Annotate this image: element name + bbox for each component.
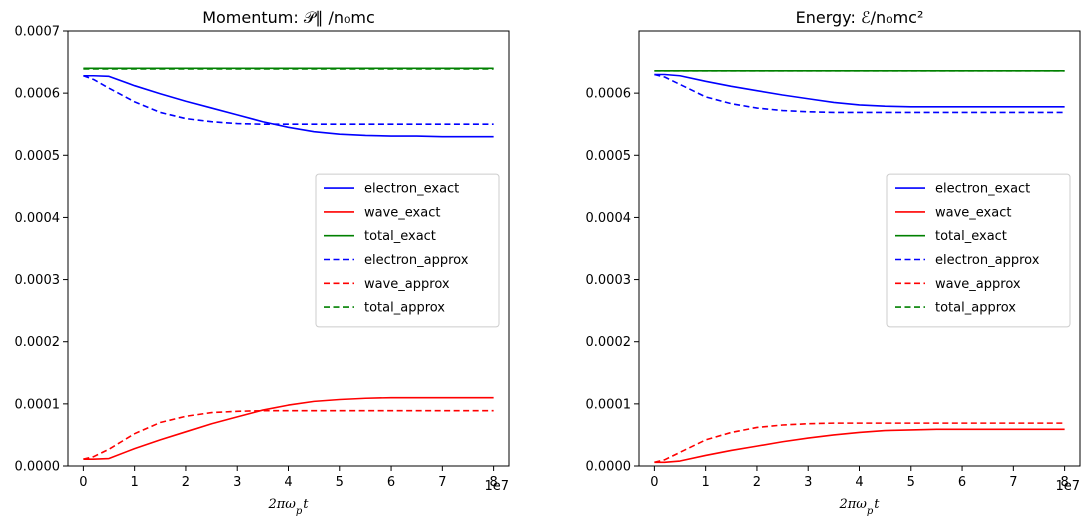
legend-label: total_approx bbox=[935, 301, 1016, 316]
chart-panel-1: Momentum: 𝒫∥ /n₀mc 0 1 2 3 4 5 6 7 8 0.0000 0.0001 0… bbox=[15, 8, 510, 517]
y-tick-label: 0.0002 bbox=[15, 335, 61, 350]
y-tick-label: 0.0007 bbox=[15, 25, 61, 40]
legend-label: total_exact bbox=[364, 229, 436, 244]
x-tick-label: 8 bbox=[489, 475, 497, 490]
chart-title: Energy: ℰ/n₀mc² bbox=[796, 8, 924, 27]
x-tick-label: 4 bbox=[284, 475, 292, 490]
series-line-electron-approx bbox=[654, 73, 1065, 114]
series-line-wave-exact bbox=[654, 428, 1065, 464]
x-tick-label: 1 bbox=[702, 475, 710, 490]
y-tick-label: 0.0000 bbox=[586, 460, 632, 475]
x-tick-label: 6 bbox=[387, 475, 395, 490]
y-tick-label: 0.0000 bbox=[15, 460, 61, 475]
y-tick-label: 0.0005 bbox=[586, 149, 632, 164]
x-tick-label: 2 bbox=[182, 475, 190, 490]
legend-label: wave_exact bbox=[364, 205, 440, 220]
x-tick-label: 3 bbox=[804, 475, 812, 490]
y-tick-label: 0.0004 bbox=[586, 211, 632, 226]
legend-label: total_approx bbox=[364, 301, 445, 316]
y-tick-label: 0.0003 bbox=[586, 273, 632, 288]
series-line-wave-exact bbox=[83, 396, 494, 460]
y-tick-label: 0.0001 bbox=[15, 397, 61, 412]
y-tick-label: 0.0005 bbox=[15, 149, 61, 164]
x-tick-label: 4 bbox=[855, 475, 863, 490]
series-line-electron-exact bbox=[654, 73, 1065, 108]
series-line-electron-approx bbox=[83, 74, 494, 126]
x-tick-label: 7 bbox=[1009, 475, 1017, 490]
x-tick-label: 7 bbox=[438, 475, 446, 490]
x-axis-label: 2πωpt bbox=[267, 497, 309, 517]
x-tick-label: 0 bbox=[79, 475, 87, 490]
legend-label: electron_approx bbox=[364, 253, 469, 268]
series-line-wave-approx bbox=[654, 422, 1065, 464]
legend-label: wave_approx bbox=[935, 277, 1021, 292]
y-tick-label: 0.0002 bbox=[586, 335, 632, 350]
legend-box bbox=[315, 173, 500, 328]
x-tick-label: 8 bbox=[1060, 475, 1068, 490]
x-tick-label: 1 bbox=[131, 475, 139, 490]
legend-label: electron_exact bbox=[364, 182, 459, 197]
x-tick-label: 5 bbox=[907, 475, 915, 490]
legend-label: wave_approx bbox=[364, 277, 450, 292]
x-tick-label: 0 bbox=[650, 475, 658, 490]
x-tick-label: 2 bbox=[753, 475, 761, 490]
y-tick-label: 0.0001 bbox=[586, 397, 632, 412]
x-tick-label: 5 bbox=[336, 475, 344, 490]
x-tick-label: 6 bbox=[958, 475, 966, 490]
x-tick-label: 3 bbox=[233, 475, 241, 490]
legend-label: electron_exact bbox=[935, 182, 1030, 197]
y-tick-label: 0.0004 bbox=[15, 211, 61, 226]
legend: electron_exact wave_exact total_exactelect… bbox=[886, 173, 1071, 328]
legend: electron_exact wave_exact total_exactelect… bbox=[315, 173, 500, 328]
x-axis-label: 2πωpt bbox=[838, 497, 880, 517]
x-offset-label: 1e7 bbox=[1055, 479, 1080, 494]
y-tick-label: 0.0006 bbox=[15, 87, 61, 102]
legend-label: wave_exact bbox=[935, 205, 1011, 220]
legend-label: electron_approx bbox=[935, 253, 1040, 268]
legend-label: total_exact bbox=[935, 229, 1007, 244]
chart-panel-2: Energy: ℰ/n₀mc² 0 1 2 3 4 5 6 7 8 0.0000 0.0001 0.00… bbox=[586, 8, 1081, 517]
x-offset-label: 1e7 bbox=[484, 479, 509, 494]
legend-box bbox=[886, 173, 1071, 328]
y-tick-label: 0.0003 bbox=[15, 273, 61, 288]
chart-title: Momentum: 𝒫∥ /n₀mc bbox=[202, 8, 375, 27]
y-tick-label: 0.0006 bbox=[586, 87, 632, 102]
series-line-wave-approx bbox=[83, 409, 494, 460]
